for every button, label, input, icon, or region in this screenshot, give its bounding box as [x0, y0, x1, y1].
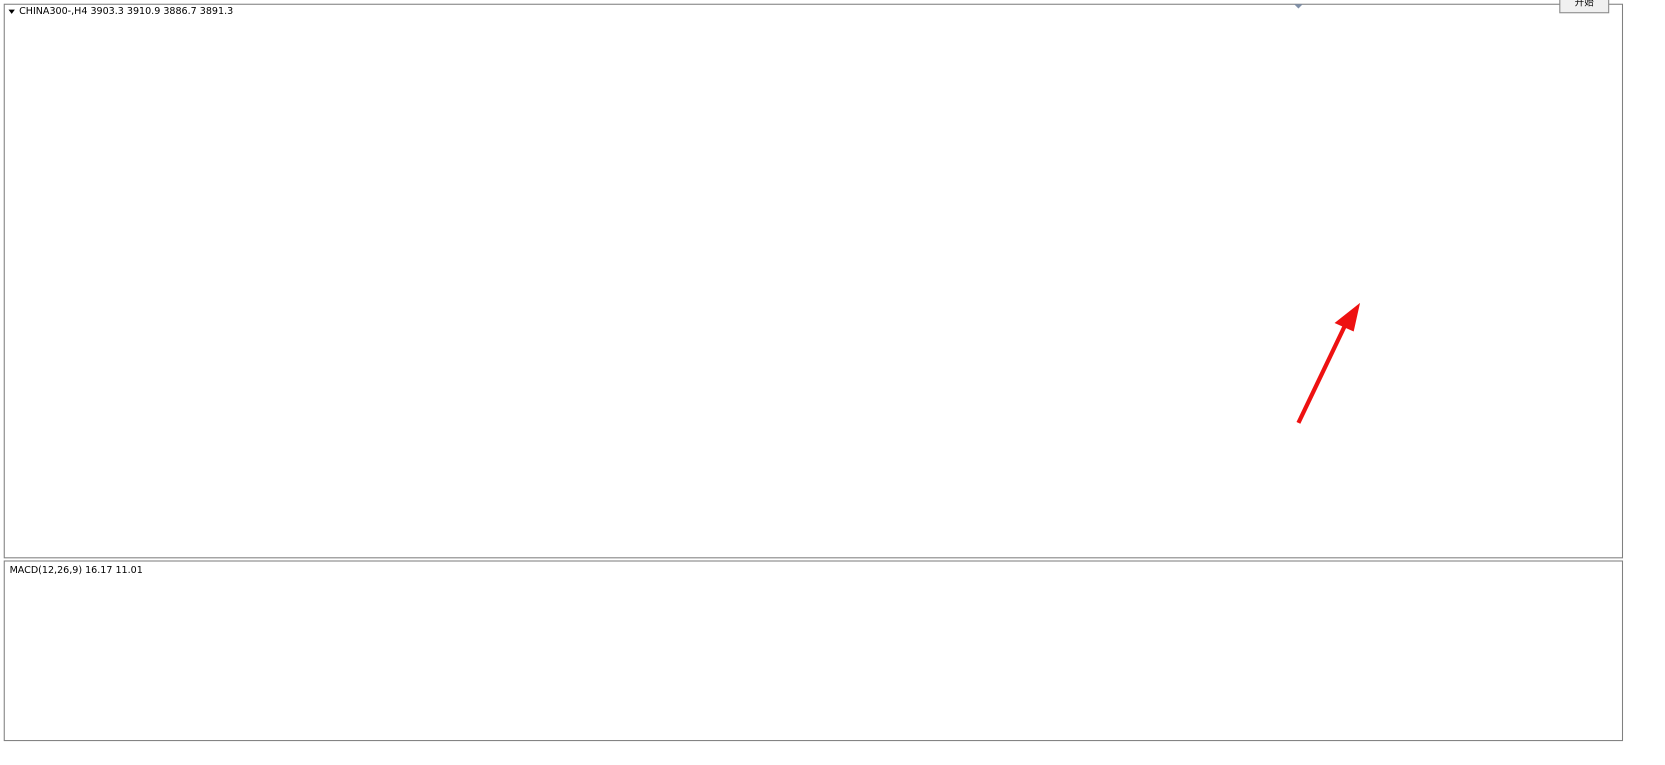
- chart-title: CHINA300-,H4 3903.3 3910.9 3886.7 3891.3: [19, 6, 233, 17]
- start-button-label[interactable]: 开始: [1575, 0, 1595, 9]
- macd-panel: [3, 560, 1624, 742]
- annotation-arrow: [1296, 302, 1361, 424]
- main-panel: [3, 3, 1624, 559]
- arrow-head: [1334, 302, 1361, 332]
- dropdown-icon[interactable]: [8, 9, 15, 14]
- shift-marker: [1294, 4, 1303, 9]
- start-button[interactable]: [1559, 0, 1610, 14]
- arrow-shaft: [1296, 324, 1348, 424]
- macd-title: MACD(12,26,9) 16.17 11.01: [10, 565, 143, 576]
